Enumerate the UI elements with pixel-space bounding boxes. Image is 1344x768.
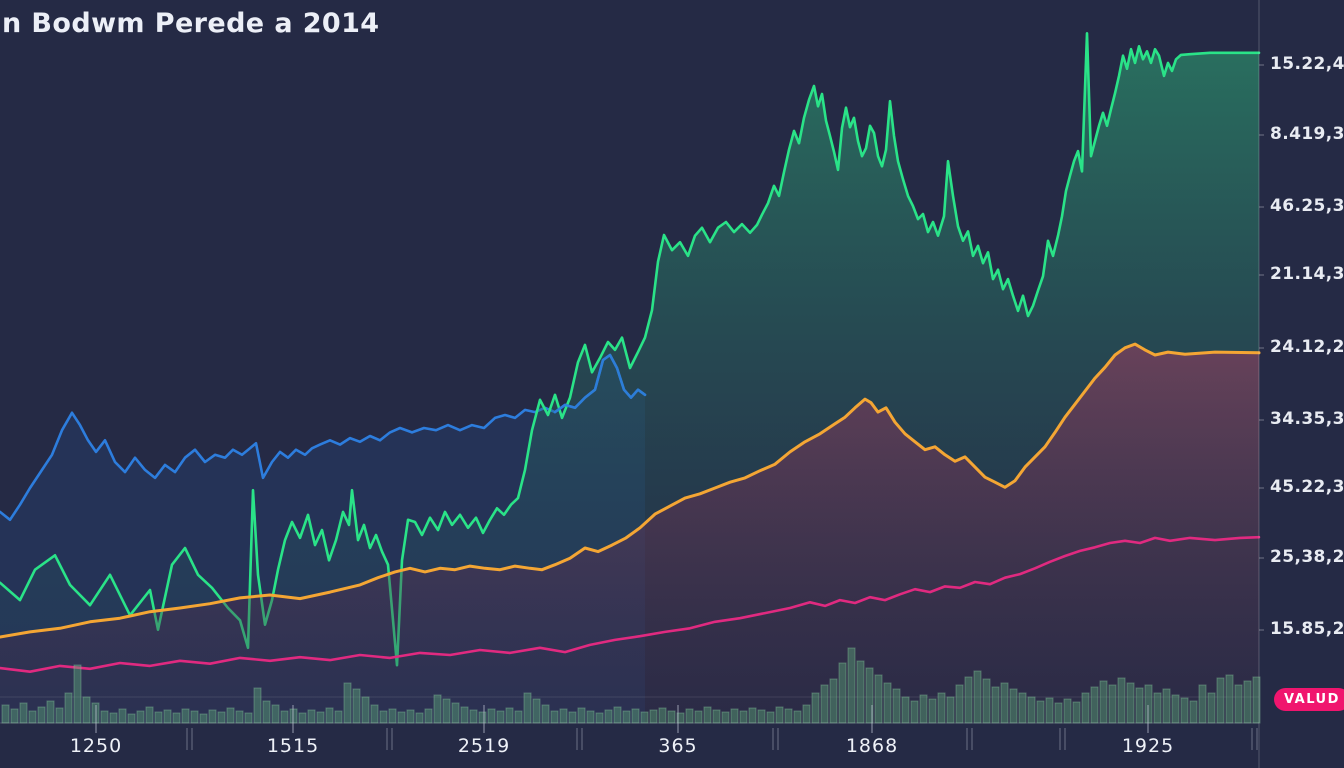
y-axis-label: 34.35,360 bbox=[1270, 409, 1344, 429]
y-axis-label: 15.85,240 bbox=[1270, 619, 1344, 639]
orange-line bbox=[0, 342, 1261, 639]
y-axis-ticks bbox=[1259, 64, 1264, 631]
page-title: n Bodwm Perede a 2014 bbox=[2, 8, 380, 39]
x-axis-label: 365 bbox=[658, 735, 698, 757]
x-axis-label: 1868 bbox=[845, 735, 899, 757]
orange-line-area bbox=[0, 344, 1259, 723]
y-axis-label: 45.22,390 bbox=[1270, 477, 1344, 497]
blue-line-overlay bbox=[553, 353, 647, 414]
pink-line bbox=[0, 535, 1261, 673]
x-axis-label: 2519 bbox=[457, 735, 511, 757]
y-axis-label: 15.22,460 bbox=[1270, 54, 1344, 74]
y-axis-label: 8.419,300 bbox=[1270, 124, 1344, 144]
x-axis-label: 1925 bbox=[1121, 735, 1175, 757]
y-axis-label: 46.25,380 bbox=[1270, 196, 1344, 216]
x-axis-label: 1250 bbox=[69, 735, 123, 757]
y-axis-label: 24.12,260 bbox=[1270, 337, 1344, 357]
y-axis-label: 25,38,260 bbox=[1270, 547, 1344, 567]
value-badge: VALUD bbox=[1274, 688, 1344, 711]
x-axis-ticks bbox=[95, 705, 1258, 750]
y-axis-label: 21.14,380 bbox=[1270, 264, 1344, 284]
x-axis-label: 1515 bbox=[266, 735, 320, 757]
green-line bbox=[0, 31, 1261, 667]
volume-bars bbox=[1, 647, 1261, 724]
